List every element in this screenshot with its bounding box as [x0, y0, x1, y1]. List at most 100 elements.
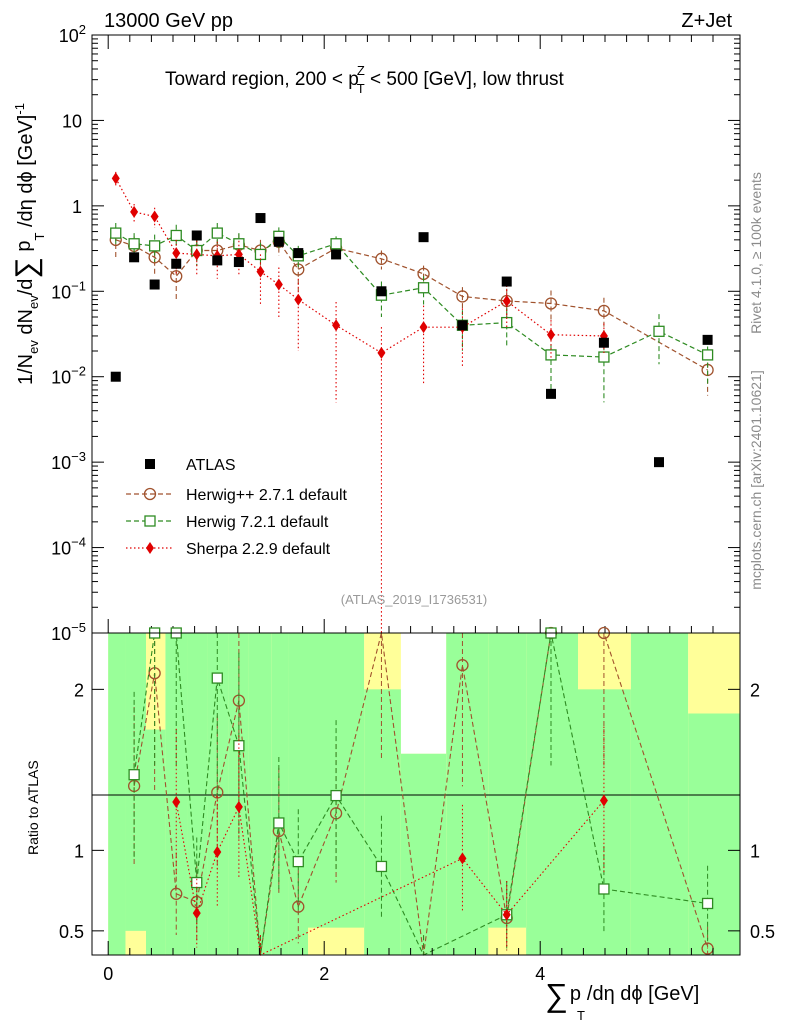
data-point-sherpa: [130, 205, 139, 218]
data-point-sherpa: [111, 172, 120, 185]
data-point-sherpa: [274, 278, 283, 291]
x-axis-label: ∑ p T/dη dϕ [GeV]: [545, 977, 699, 1023]
ratio-band-inner: [248, 633, 272, 955]
y-label-pt: p: [13, 241, 35, 258]
y-tick-base: 10: [51, 453, 71, 473]
y-tick-exponent: −2: [71, 364, 86, 379]
data-point-herwig7: [330, 238, 342, 250]
data-point-sherpa: [377, 346, 386, 359]
y-label-sub-2: ev: [26, 295, 41, 309]
data-point-sherpa: [332, 319, 341, 332]
y-tick-base: 10: [51, 539, 71, 559]
y-tick-exponent: −1: [71, 278, 86, 293]
legend-marker-herwigpp: [143, 487, 157, 501]
ratio-band-inner: [488, 633, 527, 928]
legend-item-atlas: ATLAS: [145, 457, 236, 474]
ratio-line-sherpa: [175, 800, 605, 956]
y-tick-label: 1: [72, 197, 82, 217]
data-point-herwigpp: [456, 290, 469, 303]
legend-item-sherpa: Sherpa 2.2.9 default: [126, 541, 331, 558]
ratio-point-herwigpp: [170, 887, 183, 900]
rivet-label: Rivet 4.1.0, ≥ 100k events: [748, 172, 764, 334]
ratio-band-inner: [364, 689, 401, 955]
analysis-id: (ATLAS_2019_I1736531): [341, 592, 487, 607]
data-point-herwig7: [148, 240, 161, 252]
data-point-herwig7: [170, 229, 182, 242]
data-point-atlas: [212, 255, 223, 266]
region-title-head: Toward region, 200 < p: [165, 69, 359, 90]
legend-item-herwig7: Herwig 7.2.1 default: [126, 514, 329, 531]
ratio-point-sherpa: [192, 907, 201, 920]
y-label-part-3: /d: [15, 279, 37, 296]
data-point-atlas: [129, 252, 140, 263]
ratio-point-herwig7: [598, 883, 610, 895]
data-point-herwigpp: [170, 270, 183, 283]
data-point-sherpa: [150, 210, 159, 223]
x-tick-label: 0: [103, 964, 113, 984]
x-tick-label: 2: [319, 964, 329, 984]
ratio-y-tick-label-right: 2: [750, 680, 760, 700]
data-point-sherpa: [256, 265, 265, 278]
y-tick-base: 10: [59, 26, 79, 46]
ratio-y-tick-label: 1: [74, 841, 84, 861]
data-point-herwig7: [598, 351, 610, 363]
ratio-point-herwig7: [330, 789, 342, 802]
y-tick-label: 10−5: [51, 620, 86, 644]
data-point-herwig7: [417, 282, 430, 294]
data-point-atlas: [654, 457, 664, 468]
ratio-point-herwig7: [701, 897, 714, 910]
series-line-herwig7: [115, 232, 708, 358]
data-point-sherpa: [172, 247, 181, 260]
y-tick-base: 10: [51, 282, 71, 302]
data-point-atlas: [293, 248, 304, 259]
ratio-y-tick-label: 0.5: [59, 922, 84, 942]
ratio-point-herwig7: [128, 769, 140, 781]
ratio-band-inner: [526, 633, 578, 955]
data-point-sherpa: [192, 248, 201, 261]
ratio-bands-layer: [108, 633, 740, 955]
data-point-atlas: [273, 236, 284, 247]
main-series-layer: [109, 171, 714, 633]
ratio-point-sherpa: [172, 796, 181, 809]
ratio-axis-ticks: 0 2 4 0.5 0.5 1 1 2 2: [59, 680, 775, 984]
data-point-atlas: [546, 388, 556, 399]
legend-label-herwigpp: Herwig++ 2.7.1 default: [186, 487, 348, 504]
y-tick-base: 10: [51, 368, 71, 388]
ratio-band-inner: [688, 713, 740, 955]
ratio-band-inner: [578, 689, 631, 955]
region-title-sup: Z: [357, 63, 365, 78]
ratio-band-inner: [125, 633, 146, 931]
data-point-atlas: [331, 249, 342, 260]
y-label-sub-1: ev: [26, 340, 41, 354]
ratio-band-inner: [630, 633, 689, 955]
y-tick-label: 10: [62, 111, 82, 131]
y-label-sum: ∑: [10, 257, 43, 278]
ratio-point-herwig7: [292, 855, 304, 868]
legend-item-herwigpp: Herwig++ 2.7.1 default: [126, 487, 348, 504]
region-title-tail: < 500 [GeV], low thrust: [365, 69, 565, 90]
ratio-point-herwig7: [273, 817, 285, 829]
y-tick-label: 10−3: [51, 449, 86, 473]
y-tick-exponent: 2: [79, 22, 86, 37]
data-point-herwig7: [545, 349, 557, 361]
region-title-sub: T: [357, 81, 365, 96]
y-label-part-4: /dη dϕ [GeV]: [15, 115, 37, 233]
ratio-point-herwig7: [375, 860, 388, 873]
y-axis-label-main: 1/Nev dNev/d∑ pT /dη dϕ [GeV]-1: [10, 103, 47, 385]
data-point-atlas: [418, 232, 429, 243]
data-point-atlas: [171, 258, 182, 269]
ratio-band-inner: [400, 753, 447, 955]
ratio-point-herwig7: [233, 740, 245, 752]
y-label-part-2: dN: [15, 309, 37, 340]
data-point-sherpa: [234, 248, 243, 261]
y-tick-label: 102: [59, 22, 86, 46]
data-point-herwig7: [653, 325, 665, 337]
data-point-atlas: [376, 286, 387, 297]
x-label-tail: /dη dϕ [GeV]: [587, 983, 699, 1005]
data-point-herwig7: [128, 238, 140, 250]
ratio-point-sherpa: [599, 794, 608, 807]
data-point-atlas: [457, 320, 468, 331]
y-tick-base: 10: [51, 624, 71, 644]
data-point-sherpa: [294, 293, 303, 306]
